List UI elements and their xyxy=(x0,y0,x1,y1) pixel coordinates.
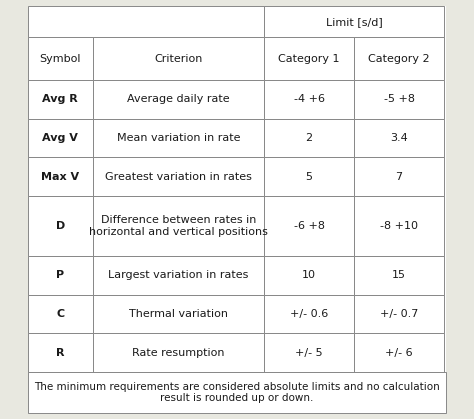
Bar xyxy=(28,80,93,119)
Text: 10: 10 xyxy=(302,270,316,280)
Bar xyxy=(264,158,354,196)
Bar xyxy=(28,119,93,158)
Bar xyxy=(354,119,444,158)
Bar xyxy=(354,37,444,80)
Text: D: D xyxy=(56,221,65,231)
Bar xyxy=(93,119,264,158)
Bar xyxy=(93,37,264,80)
Text: Thermal variation: Thermal variation xyxy=(129,309,228,319)
Text: -6 +8: -6 +8 xyxy=(293,221,325,231)
Text: 5: 5 xyxy=(306,172,313,182)
Text: Avg R: Avg R xyxy=(43,94,78,104)
Bar xyxy=(264,196,354,256)
Text: Limit [s/d]: Limit [s/d] xyxy=(326,17,383,27)
Bar xyxy=(354,158,444,196)
Bar xyxy=(264,295,354,334)
Bar xyxy=(93,196,264,256)
Bar xyxy=(354,196,444,256)
Text: -5 +8: -5 +8 xyxy=(383,94,415,104)
Bar xyxy=(264,334,354,372)
Text: +/- 5: +/- 5 xyxy=(295,348,323,358)
Bar xyxy=(93,256,264,295)
Text: Average daily rate: Average daily rate xyxy=(127,94,230,104)
Bar xyxy=(28,256,93,295)
Bar xyxy=(28,372,446,413)
Bar xyxy=(28,158,93,196)
Bar xyxy=(354,334,444,372)
Text: Avg V: Avg V xyxy=(42,133,78,143)
Text: Criterion: Criterion xyxy=(154,54,203,64)
Text: R: R xyxy=(56,348,64,358)
Bar xyxy=(264,256,354,295)
Bar xyxy=(264,37,354,80)
Text: +/- 6: +/- 6 xyxy=(385,348,413,358)
Text: Mean variation in rate: Mean variation in rate xyxy=(117,133,240,143)
Bar xyxy=(354,295,444,334)
Bar xyxy=(28,334,93,372)
Text: -4 +6: -4 +6 xyxy=(293,94,325,104)
Text: Greatest variation in rates: Greatest variation in rates xyxy=(105,172,252,182)
Bar xyxy=(93,158,264,196)
Text: +/- 0.7: +/- 0.7 xyxy=(380,309,418,319)
Bar xyxy=(28,295,93,334)
Bar xyxy=(93,334,264,372)
Bar xyxy=(93,295,264,334)
Text: 2: 2 xyxy=(306,133,313,143)
Bar xyxy=(28,196,93,256)
Bar xyxy=(93,80,264,119)
Text: The minimum requirements are considered absolute limits and no calculation
resul: The minimum requirements are considered … xyxy=(34,382,440,403)
Bar xyxy=(264,119,354,158)
Text: 3.4: 3.4 xyxy=(390,133,408,143)
Text: Rate resumption: Rate resumption xyxy=(132,348,225,358)
Text: Largest variation in rates: Largest variation in rates xyxy=(108,270,249,280)
Bar xyxy=(354,80,444,119)
Text: C: C xyxy=(56,309,64,319)
Bar xyxy=(28,37,93,80)
Bar xyxy=(264,6,444,37)
Text: Max V: Max V xyxy=(41,172,79,182)
Text: -8 +10: -8 +10 xyxy=(380,221,418,231)
Text: Symbol: Symbol xyxy=(39,54,81,64)
Text: 15: 15 xyxy=(392,270,406,280)
Bar xyxy=(354,256,444,295)
Bar xyxy=(28,6,264,37)
Text: +/- 0.6: +/- 0.6 xyxy=(290,309,328,319)
Text: Category 2: Category 2 xyxy=(368,54,430,64)
Text: Difference between rates in
horizontal and vertical positions: Difference between rates in horizontal a… xyxy=(89,215,268,237)
Text: 7: 7 xyxy=(395,172,402,182)
Bar xyxy=(264,80,354,119)
Text: Category 1: Category 1 xyxy=(278,54,340,64)
Text: P: P xyxy=(56,270,64,280)
